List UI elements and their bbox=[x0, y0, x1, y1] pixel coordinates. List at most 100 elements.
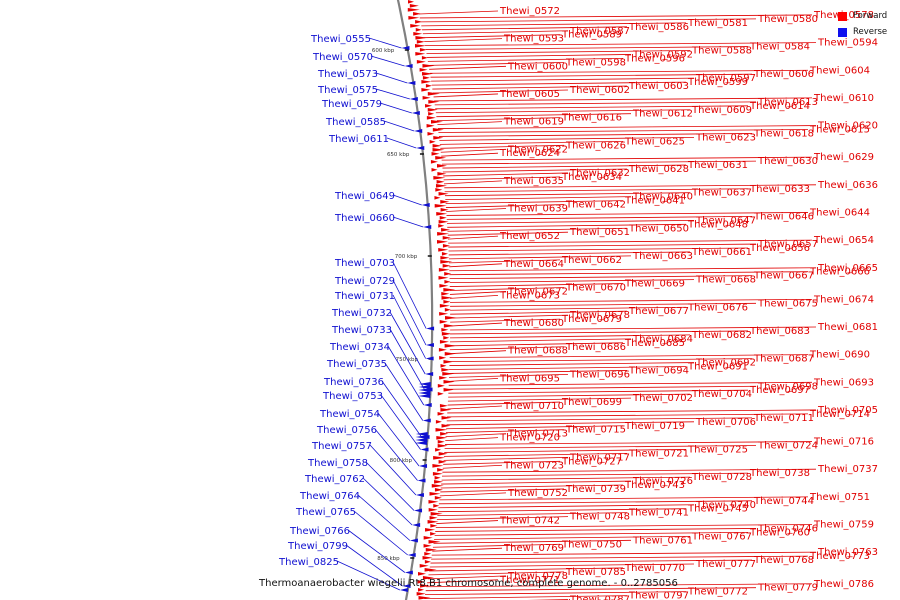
reverse-feature bbox=[421, 203, 430, 207]
forward-connector bbox=[435, 528, 757, 532]
forward-connector bbox=[447, 413, 809, 418]
forward-feature bbox=[439, 376, 448, 380]
forward-connector bbox=[424, 38, 503, 43]
forward-gene-label: Thewi_0572 bbox=[499, 6, 560, 17]
forward-feature bbox=[419, 564, 429, 568]
forward-gene-label: Thewi_0715 bbox=[565, 425, 626, 436]
forward-feature bbox=[437, 440, 445, 444]
forward-gene-label: Thewi_0662 bbox=[561, 255, 622, 266]
forward-gene-label: Thewi_0666 bbox=[809, 267, 870, 278]
forward-connector bbox=[437, 125, 817, 129]
forward-connector bbox=[448, 247, 749, 252]
forward-feature bbox=[425, 104, 433, 108]
forward-feature bbox=[437, 240, 449, 244]
forward-feature bbox=[441, 296, 453, 300]
forward-connector bbox=[438, 504, 695, 509]
forward-gene-label: Thewi_0614 bbox=[749, 101, 810, 112]
reverse-gene-label: Thewi_0575 bbox=[317, 85, 378, 96]
forward-feature bbox=[420, 584, 431, 588]
forward-gene-label: Thewi_0640 bbox=[632, 192, 693, 203]
forward-gene-label: Thewi_0636 bbox=[817, 180, 878, 191]
forward-feature bbox=[434, 196, 441, 200]
forward-connector bbox=[446, 417, 753, 422]
forward-gene-label: Thewi_0740 bbox=[695, 500, 756, 511]
forward-connector bbox=[450, 302, 757, 307]
forward-feature bbox=[440, 200, 450, 204]
forward-feature bbox=[443, 336, 450, 340]
forward-feature bbox=[419, 68, 428, 72]
forward-feature bbox=[425, 84, 432, 88]
forward-connector bbox=[447, 405, 503, 410]
reverse-gene-label: Thewi_0754 bbox=[319, 409, 380, 420]
forward-feature bbox=[407, 8, 420, 12]
forward-gene-label: Thewi_0663 bbox=[632, 251, 693, 262]
forward-connector bbox=[448, 255, 632, 260]
forward-gene-label: Thewi_0771 bbox=[499, 575, 560, 586]
forward-feature bbox=[433, 504, 440, 508]
forward-feature bbox=[416, 592, 426, 596]
forward-connector bbox=[442, 472, 749, 477]
reverse-feature bbox=[401, 46, 410, 50]
forward-connector bbox=[447, 231, 569, 236]
forward-feature bbox=[437, 384, 445, 388]
forward-connector bbox=[445, 200, 624, 204]
forward-feature bbox=[427, 92, 440, 96]
forward-connector bbox=[436, 117, 561, 122]
forward-connector bbox=[422, 26, 628, 31]
forward-connector bbox=[445, 204, 565, 208]
reverse-connector bbox=[381, 380, 422, 438]
forward-gene-label: Thewi_0717 bbox=[569, 452, 630, 463]
forward-gene-label: Thewi_0624 bbox=[499, 148, 560, 159]
forward-connector bbox=[445, 429, 565, 434]
forward-gene-label: Thewi_0602 bbox=[569, 85, 630, 96]
forward-connector bbox=[440, 484, 624, 489]
forward-feature bbox=[418, 572, 427, 576]
forward-connector bbox=[429, 567, 624, 572]
forward-feature bbox=[423, 536, 433, 540]
forward-feature bbox=[410, 24, 421, 28]
forward-feature bbox=[441, 228, 451, 232]
forward-gene-label: Thewi_0683 bbox=[749, 326, 810, 337]
reverse-feature bbox=[418, 388, 431, 392]
forward-connector bbox=[445, 437, 499, 441]
reverse-feature bbox=[409, 538, 418, 543]
legend-forward: Forward bbox=[838, 8, 887, 24]
forward-gene-label: Thewi_0773 bbox=[809, 551, 870, 562]
forward-gene-label: Thewi_0767 bbox=[691, 531, 752, 542]
forward-connector bbox=[444, 441, 813, 445]
forward-feature bbox=[429, 516, 438, 520]
reverse-gene-label: Thewi_0825 bbox=[278, 557, 339, 568]
forward-feature bbox=[427, 132, 435, 136]
forward-feature bbox=[418, 596, 431, 600]
forward-connector bbox=[431, 81, 687, 86]
forward-feature bbox=[436, 212, 448, 216]
forward-gene-label: Thewi_0675 bbox=[757, 298, 818, 309]
forward-feature bbox=[439, 356, 447, 360]
forward-feature bbox=[439, 320, 448, 324]
forward-connector bbox=[441, 152, 499, 157]
forward-gene-label: Thewi_0725 bbox=[687, 444, 748, 455]
forward-gene-label: Thewi_0672 bbox=[507, 286, 568, 297]
forward-connector bbox=[425, 587, 757, 592]
forward-gene-label: Thewi_0719 bbox=[624, 421, 685, 432]
forward-connector bbox=[449, 287, 565, 291]
forward-feature bbox=[438, 224, 445, 228]
reverse-gene-label: Thewi_0611 bbox=[328, 134, 389, 145]
forward-gene-label: Thewi_0673 bbox=[499, 290, 560, 301]
forward-gene-label: Thewi_0609 bbox=[691, 105, 752, 116]
forward-feature bbox=[437, 172, 447, 176]
forward-feature bbox=[435, 420, 442, 424]
forward-connector bbox=[428, 61, 565, 66]
forward-gene-label: Thewi_0752 bbox=[507, 488, 568, 499]
forward-gene-label: Thewi_0720 bbox=[499, 433, 560, 444]
forward-gene-label: Thewi_0677 bbox=[628, 306, 689, 317]
forward-feature bbox=[430, 120, 443, 124]
forward-gene-label: Thewi_0741 bbox=[628, 508, 689, 519]
forward-connector bbox=[443, 456, 569, 461]
reverse-connector bbox=[370, 55, 405, 67]
forward-feature bbox=[444, 280, 451, 284]
reverse-feature bbox=[423, 403, 432, 407]
reverse-connector bbox=[387, 345, 425, 406]
forward-connector bbox=[449, 291, 507, 295]
